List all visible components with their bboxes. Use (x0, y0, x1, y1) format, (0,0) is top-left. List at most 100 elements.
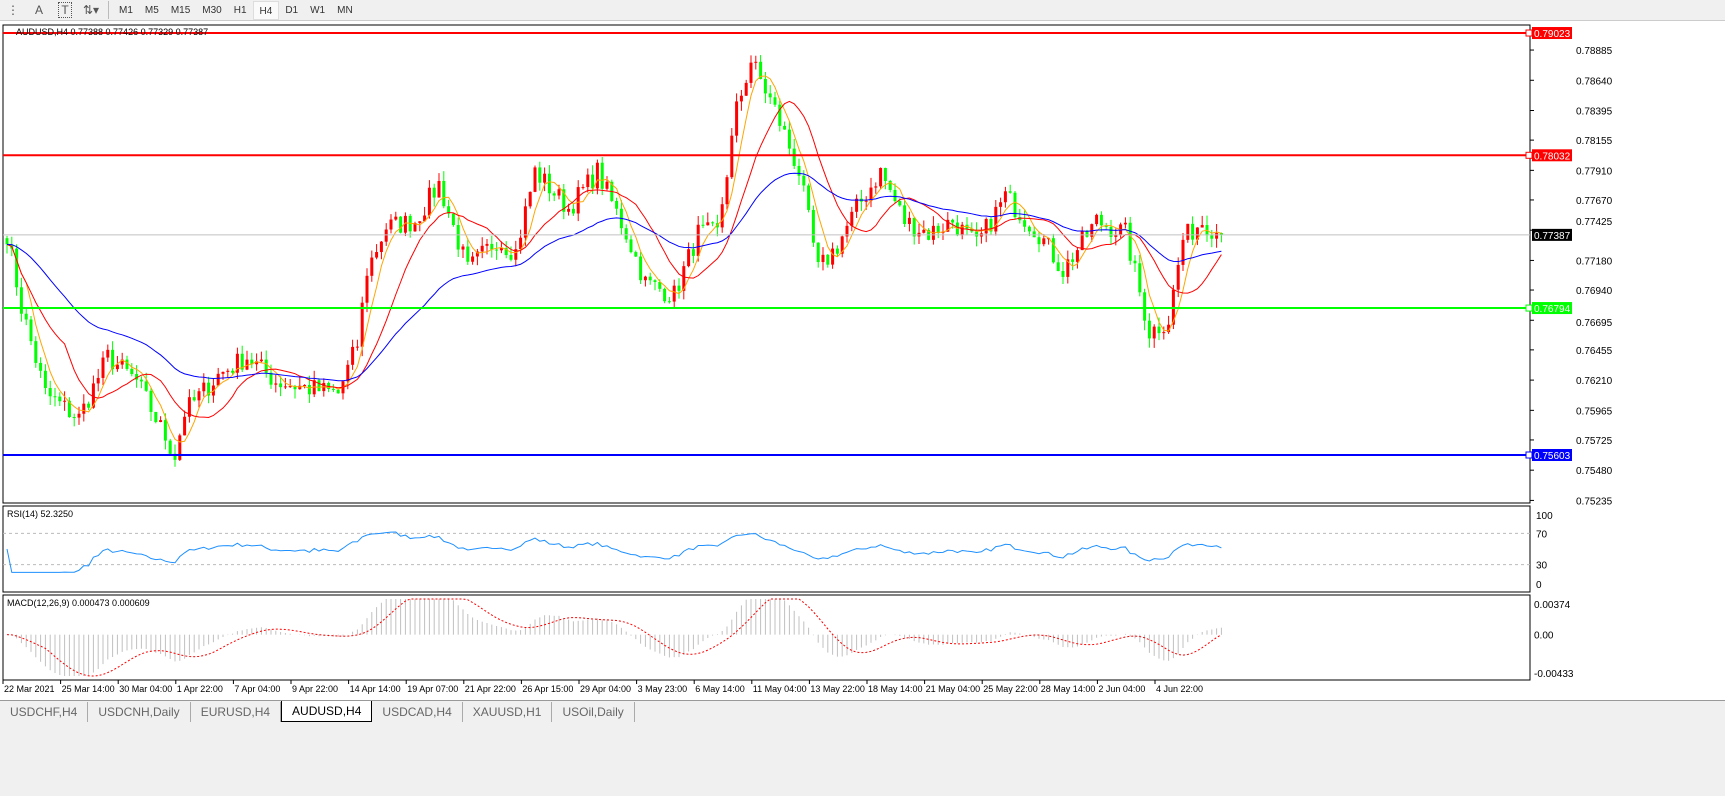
candle-body (562, 189, 566, 212)
candle (1080, 226, 1084, 251)
candle-body (29, 319, 33, 342)
timeframe-m5[interactable]: M5 (144, 4, 159, 16)
timeframe-w1[interactable]: W1 (310, 4, 326, 16)
candle (691, 243, 695, 264)
rsi-tick-label: 30 (1536, 561, 1548, 572)
candle (840, 235, 844, 258)
candle (125, 355, 129, 371)
candle-body (423, 215, 427, 222)
period-separator-icon[interactable]: ⋮ (7, 3, 19, 17)
symbol-tab[interactable]: XAUUSD,H1 (463, 702, 553, 722)
text-icon[interactable]: A (34, 3, 43, 17)
timeframe-h1[interactable]: H1 (233, 4, 247, 16)
candle (624, 224, 628, 243)
line-handle[interactable] (1525, 451, 1533, 459)
candle-body (778, 104, 782, 126)
candle-body (571, 208, 575, 214)
candle (322, 378, 326, 397)
candle-body (1047, 238, 1051, 240)
timeframe-bar: M1 M5 M15 M30 H1 H4 D1 W1 MN (113, 0, 359, 20)
candle (955, 215, 959, 237)
candle (571, 203, 575, 216)
candle-body (149, 390, 153, 412)
candle (317, 378, 321, 392)
candle (226, 368, 230, 378)
symbol-tab[interactable]: EURUSD,H4 (191, 702, 282, 722)
candle (538, 161, 542, 191)
candle (869, 177, 873, 208)
text-label-icon[interactable]: T (58, 2, 72, 18)
candle-body (831, 248, 835, 265)
candle (24, 307, 28, 326)
candle (58, 392, 62, 407)
candle-body (1071, 259, 1075, 262)
candle (831, 242, 835, 269)
candle-body (994, 206, 998, 232)
time-label: 2 Jun 04:00 (1098, 684, 1145, 694)
candle-body (82, 403, 86, 414)
candle (893, 183, 897, 204)
rsi-tick-label: 0 (1536, 580, 1542, 591)
time-label: 18 May 14:00 (868, 684, 923, 694)
candle (562, 183, 566, 220)
candle-body (63, 400, 67, 402)
candle (456, 217, 460, 257)
candle-body (1152, 326, 1156, 339)
candle-body (1191, 223, 1195, 240)
line-handle[interactable] (1525, 151, 1533, 159)
symbol-tab[interactable]: USOil,Daily (552, 702, 635, 722)
candle (768, 85, 772, 105)
candle (312, 370, 316, 398)
candle (72, 413, 76, 427)
candle (672, 279, 676, 308)
candle (442, 171, 446, 209)
candle (1066, 250, 1070, 284)
candle (1032, 226, 1036, 238)
price-label: 0.78032 (1534, 151, 1571, 162)
candle (835, 245, 839, 257)
timeframe-d1[interactable]: D1 (285, 4, 299, 16)
candle (783, 121, 787, 130)
candles (5, 55, 1223, 467)
symbol-tab[interactable]: USDCNH,Daily (88, 702, 191, 722)
time-label: 22 Mar 2021 (4, 684, 55, 694)
candle-body (1104, 225, 1108, 227)
timeframe-m15[interactable]: M15 (170, 4, 191, 16)
candle-body (547, 173, 551, 194)
arrows-icon[interactable]: ⇅▾ (82, 3, 100, 17)
candle-body (595, 162, 599, 189)
symbol-tab[interactable]: AUDUSD,H4 (281, 701, 373, 722)
candle (163, 413, 167, 450)
candle-body (111, 349, 115, 370)
candle-body (197, 391, 201, 401)
line-handle[interactable] (1525, 29, 1533, 37)
candle-body (370, 257, 374, 276)
symbol-tab[interactable]: USDCHF,H4 (0, 702, 89, 722)
timeframe-m30[interactable]: M30 (202, 4, 222, 16)
candle (178, 433, 182, 462)
line-handle[interactable] (1525, 304, 1533, 312)
candle-body (591, 174, 595, 189)
rsi-line (6, 531, 1222, 573)
candle (495, 242, 499, 260)
candle-body (451, 213, 455, 226)
candle (19, 277, 23, 322)
candle-body (874, 186, 878, 188)
candle-body (1147, 320, 1151, 339)
candle (187, 389, 191, 423)
candle-body (178, 435, 182, 460)
symbol-tab[interactable]: USDCAD,H4 (372, 702, 463, 722)
candle (883, 167, 887, 190)
chart-area[interactable]: 0.79023 0.78032 0.76794 0.75603 0.78885 0.786… (0, 22, 1725, 700)
timeframe-mn[interactable]: MN (337, 4, 353, 16)
timeframe-h4[interactable]: H4 (252, 0, 280, 20)
candle-body (96, 377, 100, 384)
candle (87, 401, 91, 411)
candle-body (739, 95, 743, 102)
candle (1200, 215, 1204, 228)
candle (749, 55, 753, 88)
candle-body (351, 346, 355, 365)
candle (533, 165, 537, 193)
timeframe-m1[interactable]: M1 (119, 4, 133, 16)
candle (816, 242, 820, 268)
